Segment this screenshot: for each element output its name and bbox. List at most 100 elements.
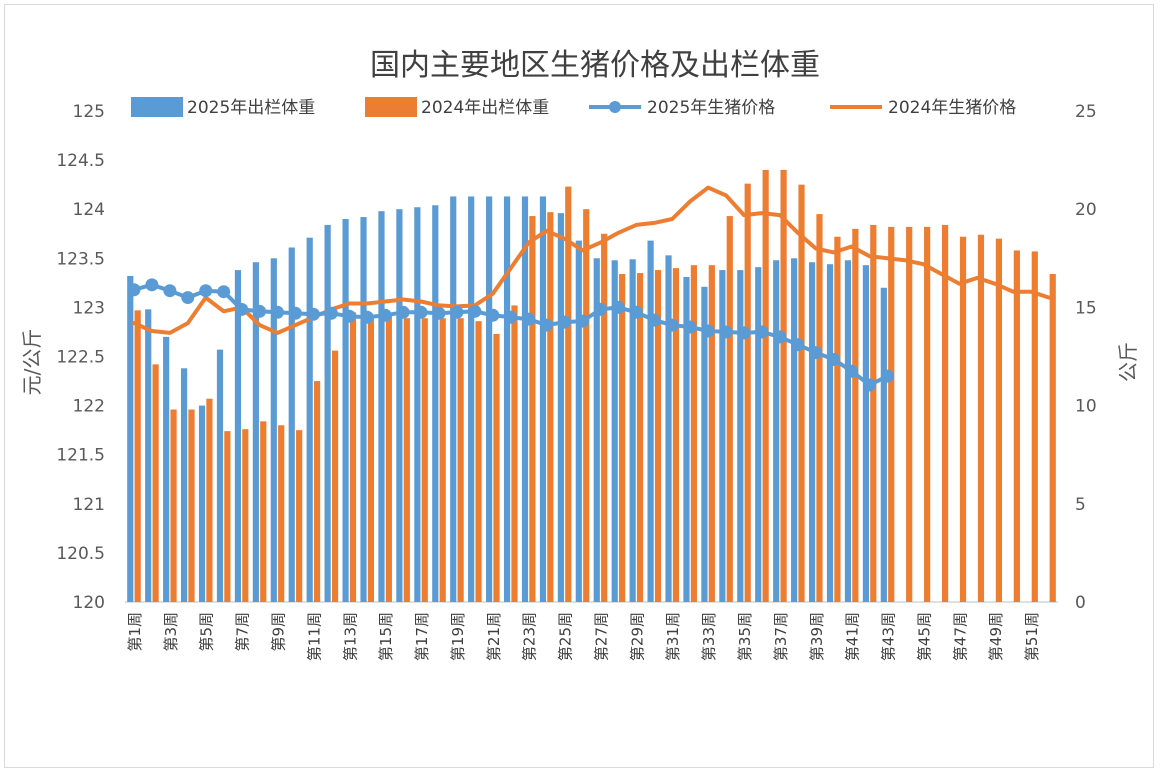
- legend-item: 2025年生猪价格: [589, 98, 775, 118]
- bar-2025-weight: [683, 276, 690, 602]
- bar-2024-weight: [977, 234, 985, 602]
- chart-canvas: 国内主要地区生猪价格及出栏体重 2025年出栏体重 2024年出栏体重 2025年生…: [20, 48, 1140, 661]
- bar-2024-weight: [313, 381, 321, 602]
- bar-2025-weight: [575, 240, 582, 602]
- bars: [127, 169, 1056, 603]
- bar-2024-weight: [654, 270, 662, 602]
- point-2025-price: [701, 324, 715, 338]
- bar-2025-weight: [701, 286, 708, 602]
- point-2025-price: [576, 314, 590, 328]
- x-tick-label: 第35周: [736, 612, 754, 661]
- bar-2024-weight: [959, 236, 967, 603]
- y-right-tick-label: 10: [1075, 397, 1097, 417]
- point-2025-price: [845, 364, 859, 378]
- legend-label: 2025年生猪价格: [647, 98, 775, 118]
- bar-2024-weight: [260, 421, 267, 602]
- chart-title: 国内主要地区生猪价格及出栏体重: [370, 48, 820, 83]
- point-2025-price: [881, 369, 895, 383]
- point-2025-price: [253, 304, 267, 318]
- bar-2024-weight: [924, 226, 931, 602]
- point-2025-price: [558, 315, 572, 329]
- bar-2025-weight: [127, 275, 134, 602]
- legend-swatch: [365, 97, 417, 117]
- bar-2025-weight: [378, 211, 385, 602]
- x-tick-label: 第41周: [844, 612, 862, 661]
- bar-2024-weight: [708, 265, 715, 602]
- bar-2025-weight: [450, 196, 457, 602]
- point-2025-price: [450, 305, 464, 319]
- lines: [127, 185, 1051, 392]
- legend: 2025年出栏体重 2024年出栏体重 2025年生猪价格 2024年生猪价格: [131, 97, 1016, 118]
- bar-2025-weight: [719, 270, 726, 602]
- legend-swatch: [131, 97, 183, 117]
- legend-label: 2024年出栏体重: [421, 98, 549, 118]
- bar-2024-weight: [134, 310, 141, 602]
- bar-2025-weight: [145, 309, 152, 602]
- bar-2024-weight: [565, 186, 572, 602]
- point-2025-price: [647, 313, 661, 327]
- point-2025-price: [540, 318, 554, 332]
- x-tick-label: 第23周: [521, 612, 539, 661]
- bar-2024-weight: [619, 274, 626, 602]
- bar-2024-weight: [888, 226, 895, 602]
- bar-2025-weight: [665, 255, 672, 602]
- bar-2025-weight: [647, 240, 654, 602]
- point-2025-price: [145, 278, 159, 292]
- bar-2025-weight: [539, 196, 547, 602]
- bar-2025-weight: [593, 258, 600, 602]
- bar-2025-weight: [234, 270, 242, 602]
- bar-2024-weight: [780, 169, 787, 603]
- bar-2024-weight: [906, 226, 913, 602]
- bar-2025-weight: [862, 265, 870, 602]
- bar-2025-weight: [216, 349, 224, 602]
- bar-2025-weight: [270, 258, 277, 602]
- point-2025-price: [414, 305, 428, 319]
- y-left-tick-label: 124: [73, 200, 105, 220]
- x-tick-label: 第29周: [628, 612, 646, 661]
- x-tick-label: 第9周: [270, 612, 288, 652]
- bar-2024-weight: [331, 350, 339, 602]
- bar-2024-weight: [421, 318, 428, 602]
- bar-2025-weight: [468, 196, 475, 602]
- bar-2025-weight: [880, 287, 887, 602]
- bar-2024-weight: [511, 305, 518, 602]
- point-2025-price: [432, 306, 446, 320]
- bar-2024-weight: [1049, 274, 1056, 602]
- chart-frame: 国内主要地区生猪价格及出栏体重 2025年出栏体重 2024年出栏体重 2025年生…: [4, 4, 1154, 768]
- legend-item: 2024年出栏体重: [365, 97, 549, 118]
- point-2025-price: [342, 309, 356, 323]
- y-right-tick-label: 25: [1075, 102, 1097, 122]
- bar-2024-weight: [941, 224, 949, 603]
- bar-2025-weight: [611, 260, 618, 602]
- x-tick-label: 第51周: [1023, 612, 1041, 661]
- y-right-tick-label: 0: [1075, 593, 1086, 613]
- bar-2024-weight: [206, 398, 213, 602]
- bar-2025-weight: [486, 196, 493, 602]
- y-left-tick-label: 121.5: [56, 446, 105, 466]
- bar-2025-weight: [432, 205, 439, 602]
- y-left-tick-label: 125: [73, 102, 105, 122]
- y-left-tick-label: 122.5: [56, 348, 105, 368]
- bar-2025-weight: [629, 259, 636, 602]
- bar-2025-weight: [414, 207, 421, 602]
- y-left-tick-label: 124.5: [56, 151, 105, 171]
- bar-2024-weight: [349, 312, 357, 602]
- bar-2025-weight: [521, 196, 529, 602]
- x-tick-label: 第43周: [880, 612, 898, 661]
- point-2025-price: [522, 312, 536, 326]
- bar-2024-weight: [170, 409, 177, 602]
- point-2025-price: [827, 352, 841, 366]
- legend-item: 2025年出栏体重: [131, 97, 315, 118]
- bar-2024-weight: [852, 228, 859, 602]
- bar-2025-weight: [180, 368, 188, 602]
- point-2025-price: [773, 330, 787, 344]
- point-2025-price: [809, 346, 823, 360]
- point-2025-price: [378, 308, 392, 322]
- point-2025-price: [127, 283, 141, 297]
- point-2025-price: [360, 310, 374, 324]
- point-2025-price: [181, 291, 195, 305]
- bar-2025-weight: [791, 258, 798, 602]
- y-right-axis-label: 公斤: [1116, 342, 1140, 382]
- y-right-tick-label: 5: [1075, 495, 1086, 515]
- bar-2024-weight: [762, 169, 769, 603]
